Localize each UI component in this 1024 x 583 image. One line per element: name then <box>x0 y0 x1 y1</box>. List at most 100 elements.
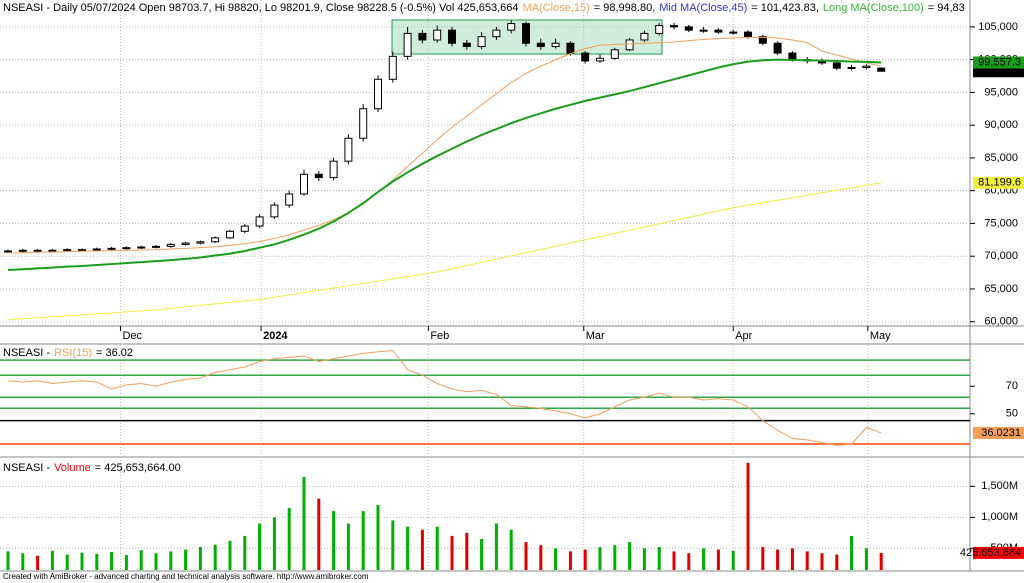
volume-bar <box>95 553 99 570</box>
legend-name: MA(Close,15) <box>522 2 590 14</box>
candle-body <box>152 245 160 248</box>
volume-bar <box>36 555 40 570</box>
volume-bar <box>80 552 84 570</box>
volume-bar <box>820 553 824 570</box>
volume-bar <box>420 529 424 570</box>
legend-value: = 425,653,664.00 <box>94 462 181 474</box>
candle-body <box>625 39 634 51</box>
candle-body <box>92 248 101 251</box>
volume-bar <box>317 498 321 570</box>
volume-bar <box>361 511 365 570</box>
volume-bar <box>702 548 706 570</box>
volume-bar <box>139 550 143 570</box>
volume-bar <box>776 549 780 570</box>
pane-header: NSEASI - RSI(15) = 36.02 <box>3 347 137 359</box>
volume-bar <box>184 549 188 570</box>
volume-bar <box>302 477 306 570</box>
candle-body <box>551 42 560 48</box>
last-value-label: 81,199.6 <box>978 177 1021 189</box>
candle-body <box>374 78 382 110</box>
candle-body <box>684 26 693 31</box>
y-tick-label: 95,000 <box>984 86 1018 98</box>
candle-body <box>33 249 42 252</box>
last-value-box <box>973 426 1024 439</box>
candle-body <box>359 108 368 139</box>
candle-body <box>314 173 323 179</box>
volume-bar <box>406 526 410 570</box>
x-tick-label: Feb <box>430 330 449 342</box>
candle-body <box>832 62 841 69</box>
last-value-label: 36.0231 <box>981 427 1021 439</box>
chart-title: NSEASI - <box>3 347 51 359</box>
candle-body <box>137 246 146 249</box>
x-tick-label: Mar <box>586 330 605 342</box>
volume-bar <box>864 548 868 570</box>
candle-body <box>522 23 530 44</box>
volume-bar <box>272 517 276 570</box>
volume-bar <box>731 550 735 570</box>
volume-bar <box>435 526 439 570</box>
candle-body <box>477 36 486 48</box>
candle-body <box>403 32 412 57</box>
legend-value: = 101,423.83, <box>751 2 819 14</box>
y-tick-label: 50 <box>1006 408 1018 420</box>
candle-body <box>448 29 456 44</box>
volume-bar <box>50 550 54 570</box>
candle-body <box>847 66 856 69</box>
legend-name: Long MA(Close,100) <box>822 2 924 14</box>
volume-bar <box>258 523 262 570</box>
candle-body <box>196 241 205 244</box>
volume-bar <box>657 547 661 570</box>
candle-body <box>773 42 782 54</box>
series-line <box>7 36 882 254</box>
volume-bar <box>879 552 883 570</box>
candle-body <box>166 243 175 247</box>
volume-bar <box>169 551 173 570</box>
x-tick-label: Apr <box>735 330 752 342</box>
candle-body <box>433 29 442 41</box>
volume-bar <box>716 549 720 570</box>
volume-bar <box>642 548 646 570</box>
volume-bar <box>450 535 454 570</box>
legend-value: = 98,998.80, <box>593 2 656 14</box>
last-value-label: 99,557.3 <box>978 56 1021 68</box>
candle-body <box>566 42 575 54</box>
y-tick-label: 75,000 <box>984 217 1018 229</box>
candle-body <box>670 25 678 28</box>
footer: Created with AmiBroker - advanced charti… <box>3 572 369 581</box>
candle-body <box>107 247 116 250</box>
series-line <box>7 182 882 321</box>
candle-body <box>862 65 871 68</box>
volume-bar <box>539 545 543 570</box>
legend-value: = 94,83 <box>927 2 965 14</box>
y-tick-label: 90,000 <box>984 119 1018 131</box>
volume-bar <box>376 504 380 570</box>
x-tick-label: Dec <box>122 330 142 342</box>
candle-body <box>610 49 619 59</box>
pane-header: NSEASI - Daily 05/07/2024 Open 98703.7, … <box>3 2 969 14</box>
chart-title: NSEASI - Daily 05/07/2024 Open 98703.7, … <box>3 2 519 14</box>
y-tick-label: 105,000 <box>978 21 1018 33</box>
candle-body <box>536 42 545 48</box>
candle-body <box>4 250 12 253</box>
legend-value: = 36.02 <box>95 347 133 359</box>
volume-bar <box>494 523 498 570</box>
volume-bar <box>524 542 528 570</box>
volume-bar <box>198 547 202 570</box>
volume-bar <box>243 535 247 570</box>
volume-bar <box>554 548 558 570</box>
volume-bar <box>228 540 232 570</box>
volume-bar <box>391 520 395 570</box>
y-tick-label: 85,000 <box>984 152 1018 164</box>
volume-bar <box>613 545 617 570</box>
pane-header: NSEASI - Volume = 425,653,664.00 <box>3 462 185 474</box>
y-tick-label: 70,000 <box>984 250 1018 262</box>
volume-bar <box>568 551 572 570</box>
candle-body <box>211 237 220 243</box>
y-tick-label: 70 <box>1006 380 1018 392</box>
volume-bar <box>154 553 158 570</box>
candle-body <box>596 57 604 62</box>
volume-bar <box>65 554 69 570</box>
